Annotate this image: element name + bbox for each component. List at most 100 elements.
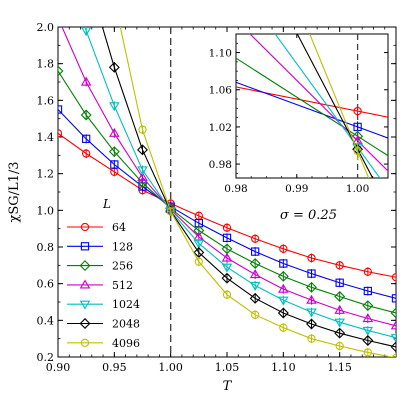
y-axis-label: χSG/L1/3	[7, 161, 22, 222]
data-point-L64	[279, 244, 288, 253]
data-point-L2048	[334, 327, 346, 339]
data-point-L256	[108, 146, 120, 158]
legend-title: L	[102, 197, 111, 211]
legend-marker-L64	[80, 222, 90, 232]
data-point-L64	[307, 253, 316, 263]
y-tick-label: 0.4	[37, 314, 55, 327]
x-tick-label: 1.10	[271, 361, 296, 374]
data-point-L2048	[277, 307, 289, 319]
legend-label-L2048: 2048	[112, 318, 140, 331]
data-point-L64	[363, 267, 372, 276]
data-point-L512	[109, 127, 120, 137]
y-tick-label: 0.6	[37, 278, 55, 291]
data-point-L512	[137, 171, 148, 181]
data-point-L4096	[335, 341, 344, 351]
x-tick-label: 0.90	[46, 361, 71, 374]
data-point-L512	[306, 294, 317, 304]
x-axis-label: T	[223, 379, 233, 394]
data-point-L4096	[251, 310, 260, 319]
inset-point-L64	[353, 106, 362, 116]
data-point-L4096	[138, 125, 147, 134]
inset-plot: 0.98 0.99 1.00 0.98 1.02 1.06 1.10	[209, 33, 389, 195]
data-point-L256	[390, 307, 396, 319]
data-point-L1024	[137, 166, 148, 176]
data-point-L512	[249, 269, 261, 279]
legend: L64 128 256 512 1024 2048 4096	[67, 197, 140, 350]
main-plot: 0.90 0.95 1.00 1.05 1.10 1.15 0.2 0.4 0.6 0.8 1.0 1…	[7, 0, 397, 394]
y-tick-label: 1.0	[37, 204, 55, 217]
data-point-L1024	[390, 334, 396, 344]
data-point-L1024	[80, 27, 92, 37]
legend-marker-L256	[79, 260, 91, 272]
y-tick-label: 2.0	[37, 21, 55, 34]
data-point-L128	[307, 269, 316, 278]
data-point-L64	[58, 129, 63, 138]
data-point-L1024	[362, 326, 374, 336]
data-point-L256	[306, 281, 317, 293]
x-tick-label: 1.05	[215, 361, 240, 374]
data-point-L512	[221, 252, 233, 262]
data-point-L256	[277, 270, 289, 282]
data-point-L4096	[222, 290, 232, 299]
legend-label-L256: 256	[112, 260, 133, 273]
inset-x-tick-label: 1.00	[346, 183, 369, 195]
y-tick-label: 1.2	[37, 168, 55, 181]
data-point-L4096	[111, 0, 118, 3]
data-point-L1024	[306, 308, 317, 318]
data-point-L1024	[221, 263, 233, 273]
legend-label-L64: 64	[112, 221, 126, 234]
y-tick-label: 1.6	[37, 94, 55, 107]
data-point-L4096	[279, 323, 288, 332]
series-group	[54, 0, 396, 357]
data-point-L128	[363, 286, 372, 296]
data-point-L256	[362, 300, 374, 312]
inset-line-L2048	[296, 34, 374, 178]
data-point-L2048	[306, 318, 317, 330]
data-point-L1024	[334, 318, 345, 328]
data-point-L128	[82, 134, 91, 143]
inset-point-L4096	[353, 146, 362, 156]
data-point-L128	[391, 294, 396, 303]
y-tick-label: 1.8	[37, 58, 55, 71]
data-point-L512	[80, 76, 92, 86]
inset-line-L512	[249, 34, 388, 172]
data-point-L2048	[108, 61, 120, 73]
data-point-L64	[251, 234, 260, 243]
data-point-L4096	[194, 257, 203, 266]
data-point-L1024	[193, 239, 205, 249]
data-point-L256	[80, 109, 92, 121]
inset-series-group	[236, 34, 388, 178]
data-point-L2048	[221, 272, 233, 284]
x-tick-label: 0.95	[102, 361, 127, 374]
data-point-L64	[335, 261, 344, 270]
data-point-L128	[58, 105, 63, 114]
data-point-L1024	[109, 102, 120, 112]
data-point-L4096	[166, 207, 175, 216]
data-point-L128	[222, 233, 232, 242]
data-point-L512	[362, 313, 374, 323]
data-point-L64	[222, 223, 232, 232]
x-tick-label: 1.15	[327, 361, 352, 374]
inset-line-L4096	[309, 34, 370, 178]
data-point-L1024	[278, 296, 289, 306]
data-point-L2048	[362, 335, 374, 346]
inset-line-L256	[236, 57, 388, 157]
data-point-L512	[54, 14, 63, 21]
legend-label-L1024: 1024	[112, 298, 140, 311]
inset-x-tick-label: 0.98	[224, 183, 247, 195]
y-tick-label: 1.4	[37, 131, 55, 144]
inset-y-tick-label: 1.06	[209, 85, 233, 97]
data-point-L512	[390, 320, 396, 330]
data-point-L128	[110, 160, 119, 169]
legend-label-L4096: 4096	[112, 337, 140, 350]
data-point-L256	[58, 65, 64, 77]
legend-marker-L4096	[80, 338, 90, 347]
data-point-L2048	[137, 144, 148, 156]
legend-marker-L128	[80, 242, 90, 251]
inset-x-tick-label: 0.99	[285, 183, 308, 195]
data-point-L64	[82, 149, 91, 158]
y-tick-label: 0.2	[37, 351, 55, 364]
data-point-L512	[278, 283, 289, 293]
inset-y-tick-label: 1.10	[209, 48, 232, 60]
